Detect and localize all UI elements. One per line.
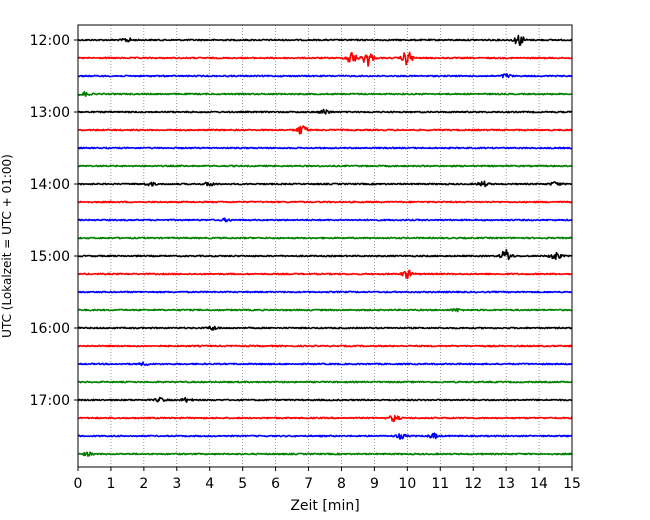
trace-1630 [77,361,573,367]
x-tick-label: 12 [464,476,482,492]
trace-1200 [77,34,573,46]
trace-1445 [77,236,573,240]
x-tick-label: 4 [205,476,214,492]
x-axis-label: Zeit [min] [290,498,359,514]
y-tick-label: 13:00 [30,105,70,121]
y-tick-label: 17:00 [30,393,70,409]
y-axis-label: UTC (Lokalzeit = UTC + 01:00) [0,154,14,338]
x-tick-label: 7 [304,476,313,492]
plot-area [78,25,572,467]
trace-1330 [77,146,573,150]
x-tick-label: 8 [337,476,346,492]
trace-1715 [77,414,573,423]
trace-1700 [77,396,573,403]
trace-1230 [77,73,573,79]
trace-1745 [77,451,573,457]
trace-1545 [77,307,573,313]
x-tick-label: 9 [370,476,379,492]
x-tick-label: 1 [106,476,115,492]
x-tick-label: 6 [271,476,280,492]
traces [77,34,573,457]
y-tick-label: 12:00 [30,33,70,49]
x-tick-label: 10 [398,476,416,492]
trace-1615 [77,344,573,348]
trace-1430 [77,217,573,223]
x-tick-label: 2 [139,476,148,492]
trace-1645 [77,380,573,384]
trace-1400 [77,180,573,188]
trace-1345 [77,164,573,168]
y-axis-ticks: 12:00 13:00 14:00 15:00 16:00 17:00 [30,33,78,409]
x-tick-label: 13 [497,476,515,492]
x-tick-label: 14 [530,476,548,492]
x-tick-label: 15 [563,476,581,492]
trace-1315 [77,125,573,135]
trace-1515 [77,269,573,280]
y-tick-label: 14:00 [30,177,70,193]
y-tick-label: 16:00 [30,321,70,337]
trace-1600 [77,325,573,331]
plot-frame [77,24,573,468]
trace-1500 [77,248,573,261]
trace-1300 [77,108,573,115]
trace-1730 [77,432,573,440]
trace-1245 [77,90,573,97]
x-tick-label: 11 [431,476,449,492]
x-axis-ticks: 0 1 2 3 4 5 6 7 8 9 10 11 12 13 14 15 [74,467,581,492]
x-tick-label: 5 [238,476,247,492]
trace-1530 [77,290,573,294]
trace-1215 [77,51,573,67]
trace-1415 [77,200,573,204]
x-tick-label: 3 [172,476,181,492]
y-tick-label: 15:00 [30,249,70,265]
x-tick-label: 0 [74,476,83,492]
